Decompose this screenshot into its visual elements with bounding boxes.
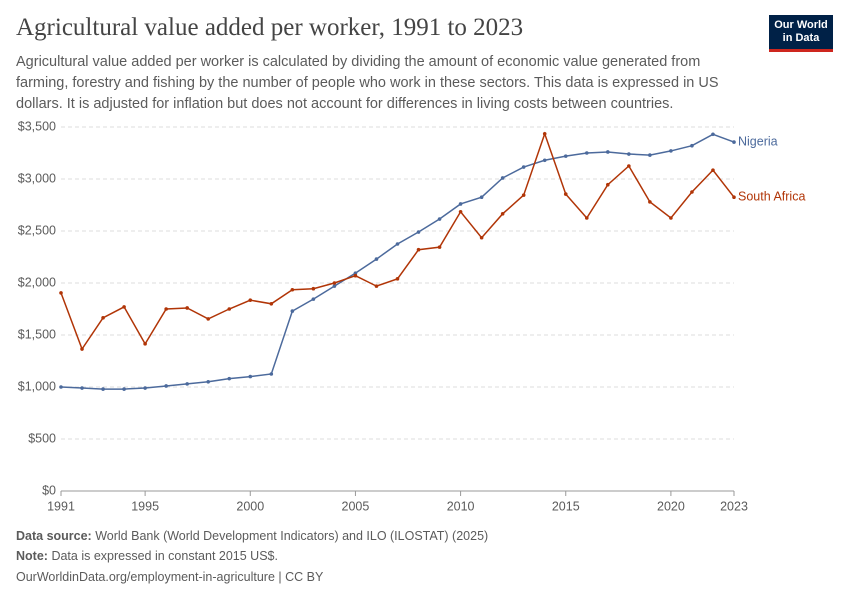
logo-text: Our World [774, 19, 828, 31]
url[interactable]: OurWorldinData.org/employment-in-agricul… [16, 570, 324, 584]
data-point [332, 284, 337, 288]
data-point [648, 200, 652, 204]
data-point [80, 386, 84, 390]
data-point [206, 380, 211, 384]
data-point [395, 242, 400, 246]
data-point [542, 158, 547, 163]
data-point [290, 287, 295, 292]
series-line [60, 131, 735, 351]
data-point [669, 149, 673, 153]
data-point [416, 230, 421, 234]
x-tick-label: 2023 [720, 499, 748, 513]
chart: $0 $500 $1,000 $1,500 $2,000 $2,500 $3,000 $3,5… [18, 119, 806, 513]
source: Data source: World Bank (World Developme… [16, 529, 488, 543]
data-point [479, 195, 484, 199]
data-point [711, 132, 715, 137]
y-tick-label: $1,500 [18, 327, 56, 341]
y-tick-label: $2,500 [18, 223, 56, 237]
data-point [458, 209, 463, 214]
data-point [521, 193, 526, 197]
data-point [437, 245, 442, 249]
data-point [584, 216, 589, 220]
note-label: Note: [16, 549, 48, 563]
data-point [690, 143, 694, 148]
data-point [374, 257, 379, 261]
x-tick-label: 2000 [236, 499, 264, 513]
data-point [353, 273, 358, 278]
data-point [500, 212, 505, 216]
data-point [584, 151, 589, 155]
data-point [563, 192, 568, 196]
data-point [479, 235, 484, 240]
data-point [122, 305, 126, 309]
x-tick-label: 2015 [552, 499, 580, 513]
data-point [563, 154, 568, 158]
x-tick-label: 2020 [657, 499, 685, 513]
data-point [122, 387, 126, 391]
source-text: World Bank (World Development Indicators… [95, 529, 489, 543]
y-tick-label: $0 [42, 483, 56, 497]
logo[interactable]: Our World in Data [769, 15, 833, 52]
data-point [627, 152, 631, 156]
data-point [395, 277, 400, 281]
data-point [542, 131, 547, 136]
x-tick-label: 2010 [447, 499, 475, 513]
data-point [248, 298, 253, 302]
data-point [606, 150, 610, 154]
data-point [164, 307, 168, 311]
note-text: Data is expressed in constant 2015 US$. [51, 549, 278, 563]
source-label: Data source: [16, 529, 92, 543]
data-point [227, 376, 232, 381]
data-point [101, 316, 105, 320]
series-label: South Africa [738, 189, 805, 203]
x-tick-label: 1995 [131, 499, 159, 513]
data-point [227, 307, 232, 311]
data-point [185, 382, 189, 386]
data-point [185, 306, 189, 310]
data-point [143, 386, 147, 390]
logo-text: in Data [782, 32, 820, 44]
data-point [606, 182, 610, 187]
data-point [669, 216, 673, 220]
data-point [732, 140, 736, 144]
data-point [332, 281, 337, 285]
x-tick-label: 1991 [47, 499, 75, 513]
data-point [59, 385, 63, 389]
data-point [311, 286, 316, 291]
y-tick-label: $2,000 [18, 275, 56, 289]
series-label: Nigeria [738, 134, 778, 148]
data-point [711, 168, 715, 172]
data-point [437, 217, 442, 221]
data-point [311, 297, 316, 301]
data-point [164, 384, 168, 388]
data-point [732, 195, 736, 199]
data-point [80, 347, 84, 351]
x-tick-label: 2005 [342, 499, 370, 513]
title: Agricultural value added per worker, 199… [16, 14, 524, 41]
y-tick-label: $3,000 [18, 171, 56, 185]
data-point [500, 176, 505, 180]
data-point [648, 153, 652, 157]
data-point [101, 387, 105, 391]
data-point [248, 374, 253, 379]
data-point [458, 202, 463, 206]
data-point [269, 302, 274, 306]
data-point [521, 165, 526, 169]
y-tick-label: $500 [28, 431, 56, 445]
data-point [374, 284, 379, 288]
data-point [627, 164, 631, 168]
data-point [290, 309, 295, 313]
y-tick-label: $1,000 [18, 379, 56, 393]
data-point [416, 247, 421, 252]
data-point [59, 291, 63, 295]
data-point [690, 190, 694, 194]
data-point [269, 372, 274, 376]
note: Note: Data is expressed in constant 2015… [16, 549, 278, 563]
data-point [353, 271, 358, 275]
data-point [206, 317, 211, 321]
y-tick-label: $3,500 [18, 119, 56, 133]
subtitle: Agricultural value added per worker is c… [16, 54, 719, 112]
data-point [143, 342, 147, 346]
